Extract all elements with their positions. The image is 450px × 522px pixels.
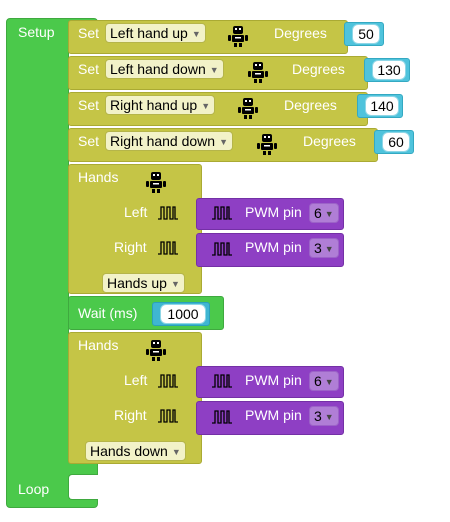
degrees-value[interactable]: 130	[372, 60, 406, 80]
degrees-value[interactable]: 140	[365, 96, 399, 116]
degrees-value[interactable]: 60	[382, 132, 410, 152]
set-label: Set	[78, 61, 100, 77]
pwm-pin-value: 6	[314, 373, 322, 389]
set-label: Set	[78, 97, 100, 113]
degrees-label: Degrees	[274, 25, 327, 41]
chevron-down-icon: ▼	[324, 244, 334, 255]
chevron-down-icon: ▼	[191, 29, 201, 40]
variable-name: Left hand down	[110, 61, 206, 77]
left-label: Left	[124, 372, 148, 388]
right-label: Right	[114, 239, 147, 255]
wait-value[interactable]: 1000	[160, 304, 206, 324]
chevron-down-icon: ▼	[219, 137, 228, 148]
variable-name: Right hand up	[110, 97, 198, 113]
setup-label: Setup	[18, 24, 55, 40]
robot-icon	[225, 25, 251, 47]
variable-name: Left hand up	[110, 25, 188, 41]
set-label: Set	[78, 133, 100, 149]
chevron-down-icon: ▼	[324, 377, 334, 388]
set-label: Set	[78, 25, 100, 41]
loop-label: Loop	[18, 481, 50, 497]
robot-icon	[245, 61, 271, 83]
variable-name: Right hand down	[110, 133, 216, 149]
degrees-value[interactable]: 50	[352, 24, 380, 44]
degrees-label: Degrees	[292, 61, 345, 77]
hands-position-dropdown[interactable]: Hands up ▼	[102, 273, 185, 293]
chevron-down-icon: ▼	[324, 412, 334, 423]
wait-label: Wait (ms)	[78, 305, 138, 321]
pwm-pin-dropdown[interactable]: 6 ▼	[309, 203, 339, 223]
pwm-pin-label: PWM pin	[245, 239, 302, 255]
pwm-pin-label: PWM pin	[245, 204, 302, 220]
degrees-label: Degrees	[284, 97, 337, 113]
pwm-signal-icon	[212, 241, 232, 257]
pwm-signal-icon	[212, 409, 232, 425]
pwm-pin-value: 3	[314, 408, 322, 424]
pwm-pin-label: PWM pin	[245, 407, 302, 423]
degrees-label: Degrees	[303, 133, 356, 149]
pwm-signal-icon	[212, 373, 232, 389]
pwm-pin-dropdown[interactable]: 3 ▼	[309, 238, 339, 258]
right-label: Right	[114, 407, 147, 423]
variable-dropdown[interactable]: Right hand up ▼	[105, 95, 216, 115]
hands-position: Hands up	[107, 275, 167, 291]
pwm-signal-icon	[158, 408, 178, 424]
left-label: Left	[124, 204, 148, 220]
robot-icon	[254, 133, 280, 155]
pwm-signal-icon	[158, 240, 178, 256]
robot-icon	[143, 171, 169, 193]
variable-dropdown[interactable]: Left hand up ▼	[105, 23, 206, 43]
hands-position: Hands down	[90, 443, 168, 459]
pwm-pin-value: 3	[314, 240, 322, 256]
chevron-down-icon: ▼	[170, 279, 180, 290]
hands-title: Hands	[78, 337, 119, 353]
chevron-down-icon: ▼	[201, 101, 211, 112]
variable-dropdown[interactable]: Right hand down ▼	[105, 131, 233, 151]
pwm-signal-icon	[158, 373, 178, 389]
pwm-signal-icon	[158, 205, 178, 221]
loop-statement-slot	[68, 474, 98, 500]
pwm-pin-dropdown[interactable]: 6 ▼	[309, 371, 339, 391]
robot-icon	[143, 339, 169, 361]
variable-dropdown[interactable]: Left hand down ▼	[105, 59, 224, 79]
hands-position-dropdown[interactable]: Hands down ▼	[85, 441, 186, 461]
pwm-pin-value: 6	[314, 205, 322, 221]
chevron-down-icon: ▼	[209, 65, 219, 76]
chevron-down-icon: ▼	[171, 447, 181, 458]
robot-icon	[235, 97, 261, 119]
chevron-down-icon: ▼	[324, 209, 334, 220]
hands-title: Hands	[78, 169, 119, 185]
pwm-signal-icon	[212, 205, 232, 221]
pwm-pin-label: PWM pin	[245, 372, 302, 388]
pwm-pin-dropdown[interactable]: 3 ▼	[309, 406, 339, 426]
